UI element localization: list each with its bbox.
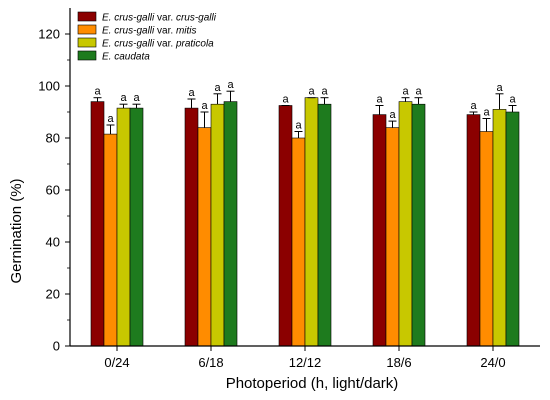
y-tick-label: 40 [46, 235, 60, 250]
bar-24-0-series-2 [479, 131, 494, 347]
x-axis-title: Photoperiod (h, light/dark) [226, 375, 399, 392]
error-bar-18-6-series-2 [388, 120, 397, 128]
bar-24-0-series-4 [505, 111, 520, 347]
legend-item-1: E. crus-galli var. crus-galli [77, 11, 217, 24]
y-tick-label: 120 [38, 27, 60, 42]
bar-6-18-series-4 [223, 101, 238, 347]
x-tick-label: 0/24 [104, 355, 129, 370]
significance-label: a [107, 113, 114, 125]
significance-label: a [227, 79, 234, 91]
significance-label: a [295, 120, 302, 132]
legend-swatch [77, 50, 97, 61]
x-tick-label: 24/0 [480, 355, 505, 370]
y-tick-label: 80 [46, 131, 60, 146]
bar-12-12-series-1 [278, 105, 293, 347]
bar-24-0-series-3 [492, 109, 507, 347]
error-bar-0-24-series-3 [119, 103, 128, 109]
bar-12-12-series-4 [317, 103, 332, 347]
bar-12-12-series-3 [304, 97, 319, 347]
bar-0-24-series-2 [103, 133, 118, 347]
axes-layer: 0 20 40 60 80 100 120 0/24 6/18 12/12 18/6 24/0 [38, 8, 540, 370]
legend-label: E. crus-galli var. praticola [102, 39, 214, 50]
y-tick-label: 0 [53, 339, 60, 354]
significance-label: a [201, 100, 208, 112]
error-bar-0-24-series-4 [132, 103, 141, 109]
bar-6-18-series-2 [197, 127, 212, 347]
error-bar-0-24-series-1 [93, 97, 102, 102]
legend-label: E. crus-galli var. crus-galli [102, 13, 217, 24]
error-bar-0-24-series-2 [106, 124, 115, 135]
error-bar-6-18-series-1 [187, 98, 196, 109]
bar-12-12-series-2 [291, 137, 306, 347]
legend-label: E. caudata [102, 52, 150, 63]
significance-label: a [282, 94, 289, 106]
significance-label: a [94, 86, 101, 98]
significance-label: a [308, 86, 315, 98]
significance-label: a [321, 86, 328, 98]
error-bar-18-6-series-1 [375, 105, 384, 115]
bar-18-6-series-3 [398, 101, 413, 347]
legend-swatch [77, 11, 97, 22]
bars-layer [90, 97, 520, 347]
error-bar-6-18-series-4 [226, 90, 235, 102]
bar-0-24-series-1 [90, 101, 105, 347]
error-bar-18-6-series-3 [401, 97, 410, 102]
bar-18-6-series-2 [385, 127, 400, 347]
error-bars-layer [93, 90, 517, 138]
bar-6-18-series-3 [210, 103, 225, 347]
legend: E. crus-galli var. crus-galli E. crus-gal… [77, 11, 217, 63]
bar-0-24-series-3 [116, 107, 131, 347]
error-bar-12-12-series-2 [294, 131, 303, 138]
x-tick-label: 18/6 [386, 355, 411, 370]
error-bar-6-18-series-3 [213, 93, 222, 105]
x-tick-label: 12/12 [289, 355, 322, 370]
legend-swatch [77, 24, 97, 35]
x-tick-label: 6/18 [198, 355, 223, 370]
error-bar-24-0-series-4 [508, 105, 517, 112]
bar-18-6-series-1 [372, 114, 387, 347]
error-bar-24-0-series-3 [495, 93, 504, 110]
bar-24-0-series-1 [466, 114, 481, 347]
error-bar-12-12-series-4 [320, 97, 329, 105]
error-bar-24-0-series-2 [482, 118, 491, 132]
y-axis-title: Gernination (%) [8, 178, 25, 283]
significance-label: a [376, 94, 383, 106]
bar-6-18-series-1 [184, 107, 199, 347]
error-bar-18-6-series-4 [414, 97, 423, 105]
y-tick-label: 20 [46, 287, 60, 302]
legend-swatch [77, 37, 97, 48]
legend-item-3: E. crus-galli var. praticola [77, 37, 214, 50]
significance-label: a [509, 94, 516, 106]
legend-label: E. crus-galli var. mitis [102, 26, 197, 37]
error-bar-6-18-series-2 [200, 111, 209, 128]
significance-label: a [214, 82, 221, 94]
legend-item-2: E. crus-galli var. mitis [77, 24, 197, 37]
significance-label: a [415, 86, 422, 98]
significance-label: a [470, 100, 477, 112]
significance-label: a [483, 107, 490, 119]
bar-0-24-series-4 [129, 107, 144, 347]
significance-label: a [389, 109, 396, 121]
legend-item-4: E. caudata [77, 50, 150, 63]
significance-label: a [496, 82, 503, 94]
significance-label: a [133, 92, 140, 104]
bar-18-6-series-4 [411, 103, 426, 347]
y-tick-label: 100 [38, 79, 60, 94]
significance-label: a [188, 87, 195, 99]
significance-label: a [402, 86, 409, 98]
y-tick-label: 60 [46, 183, 60, 198]
error-bar-24-0-series-1 [469, 111, 478, 115]
significance-label: a [120, 92, 127, 104]
